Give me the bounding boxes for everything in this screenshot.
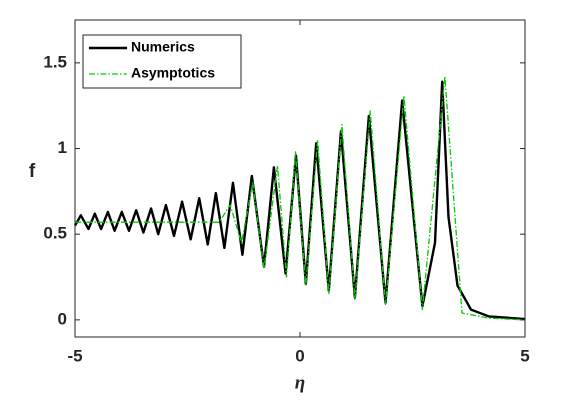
legend-label: Asymptotics bbox=[131, 65, 215, 81]
y-tick-label: 1.5 bbox=[43, 52, 67, 71]
legend-label: Numerics bbox=[131, 39, 195, 55]
x-tick-label: 0 bbox=[295, 346, 304, 365]
x-tick-label: -5 bbox=[67, 346, 82, 365]
y-tick-label: 1 bbox=[58, 138, 67, 157]
series-line bbox=[75, 75, 526, 321]
legend-box bbox=[82, 34, 242, 89]
x-axis-label: η bbox=[295, 372, 305, 393]
y-axis-label: f bbox=[29, 161, 36, 182]
x-tick-label: 5 bbox=[520, 346, 529, 365]
y-tick-label: 0.5 bbox=[43, 224, 67, 243]
legend: Numerics Asymptotics bbox=[82, 34, 242, 89]
y-tick-label: 0 bbox=[58, 309, 67, 328]
